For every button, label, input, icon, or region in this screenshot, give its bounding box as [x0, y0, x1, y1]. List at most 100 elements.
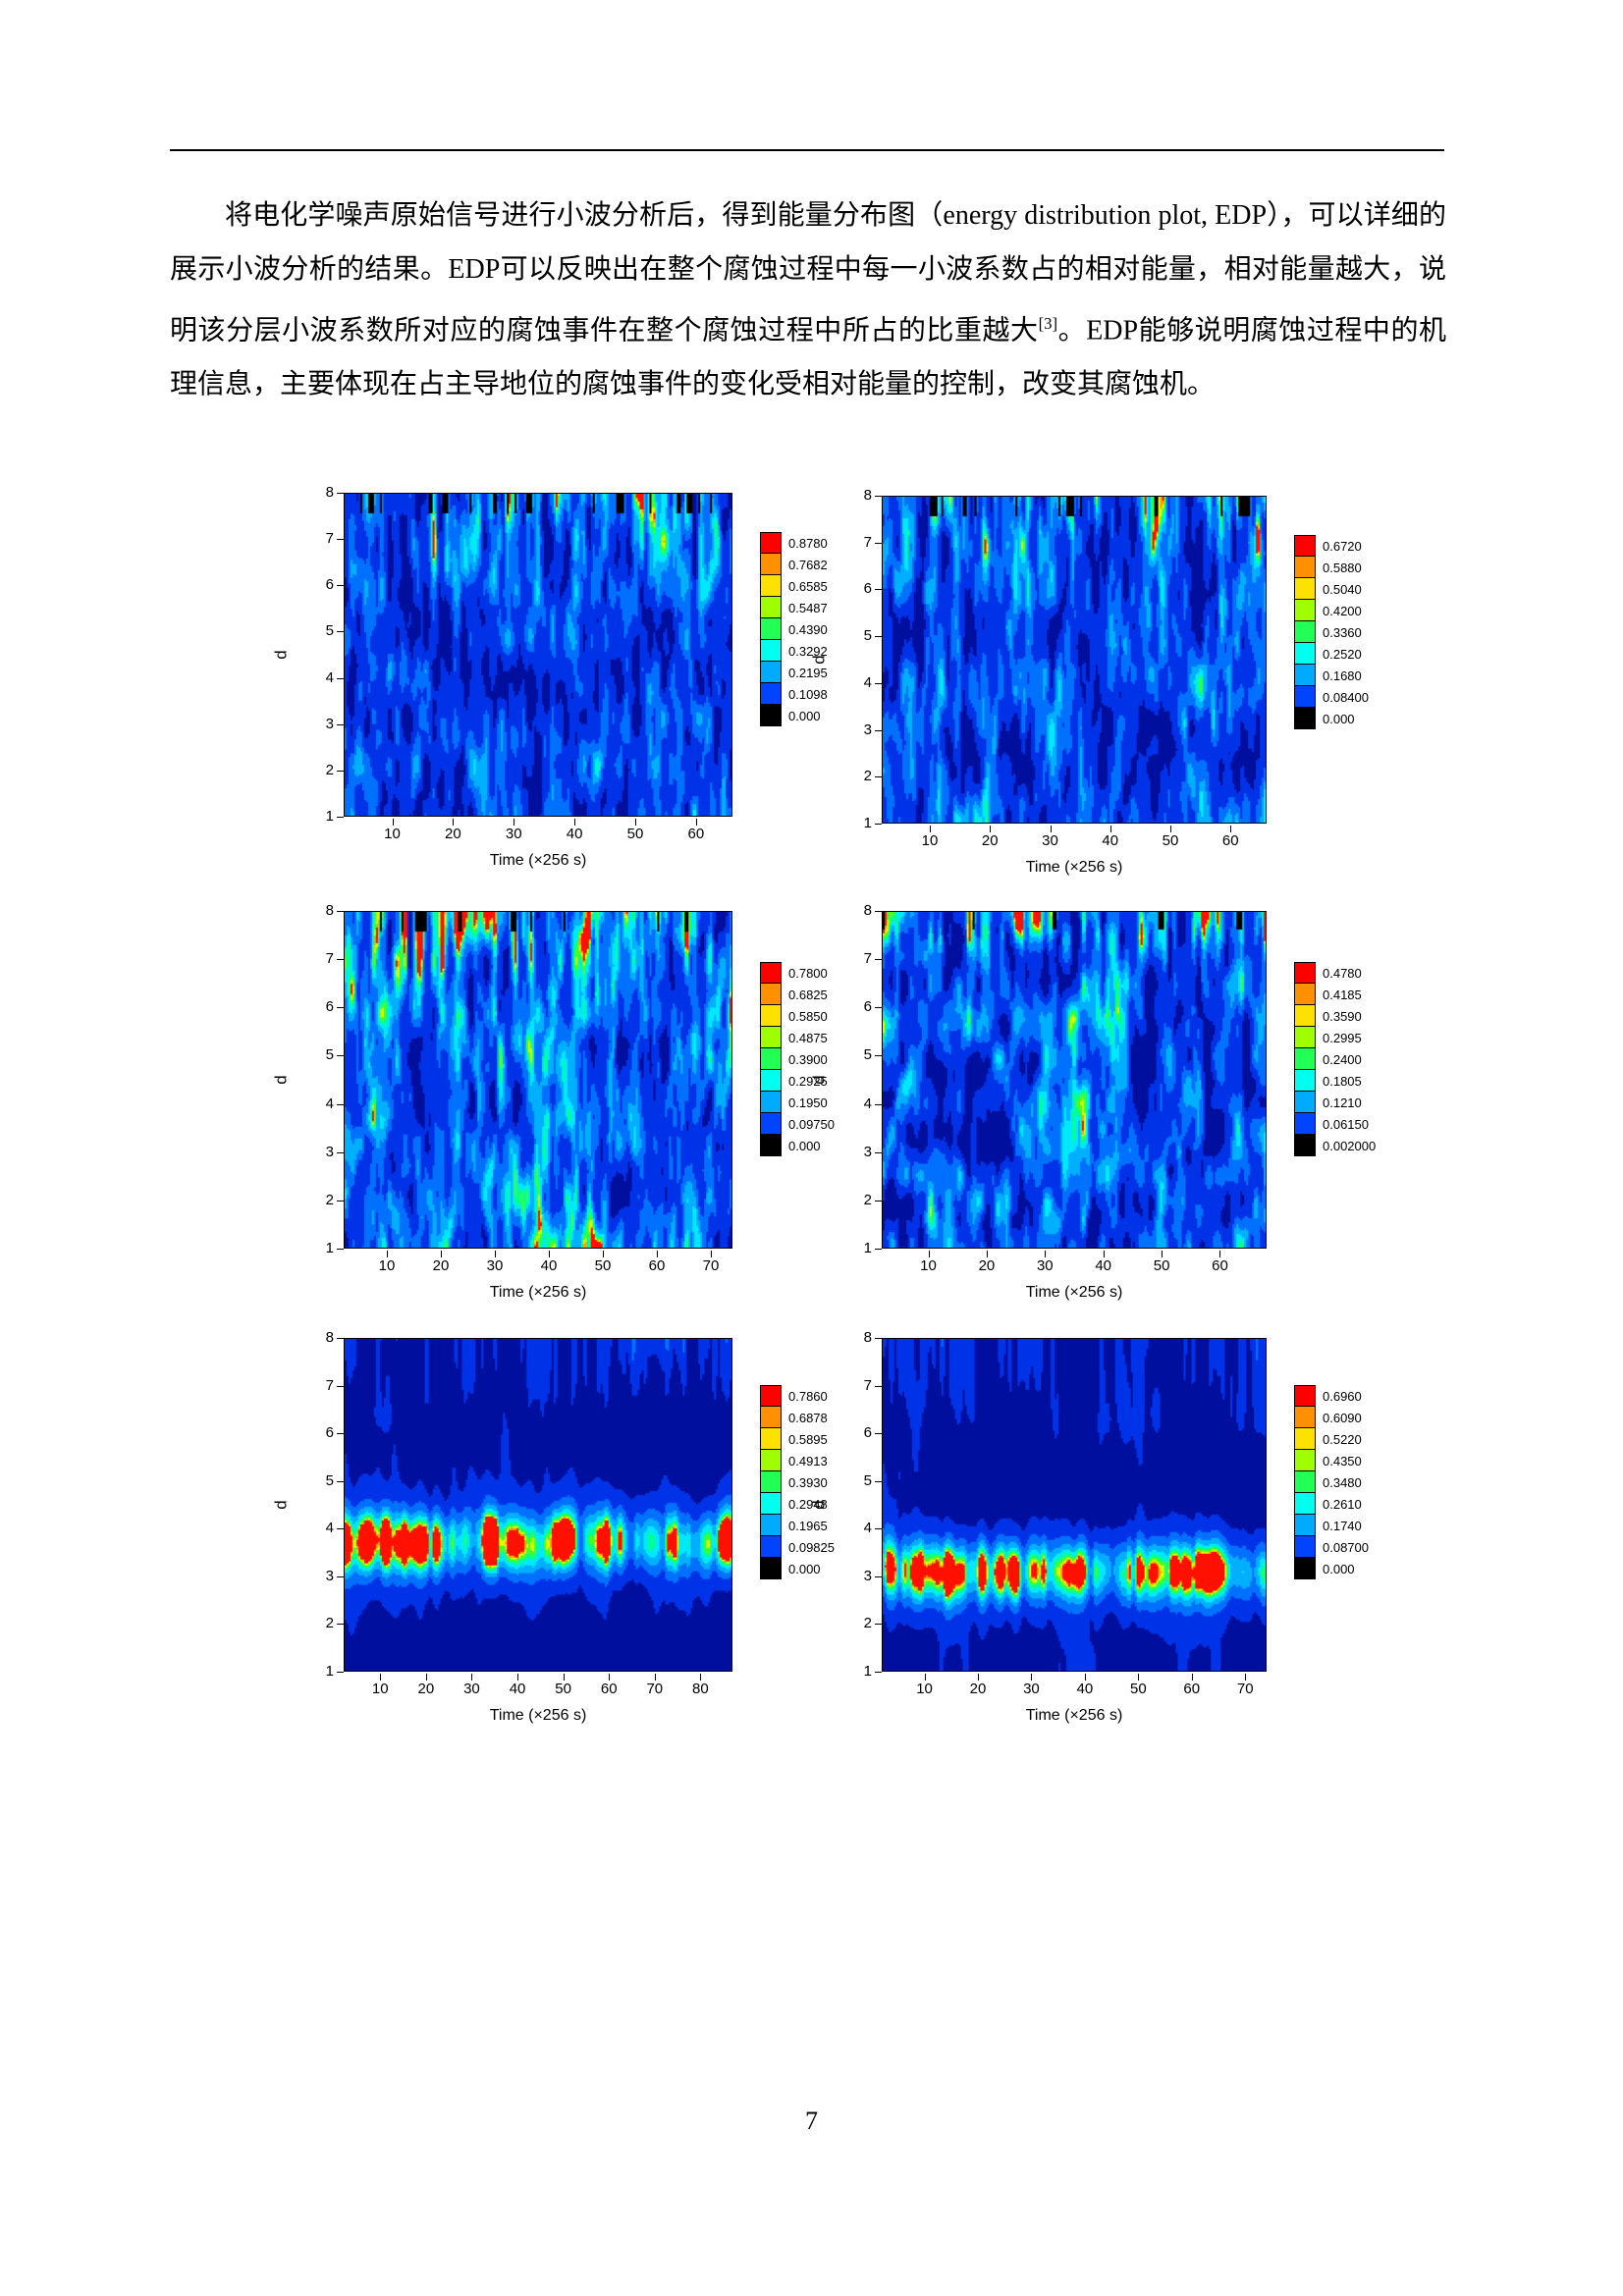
legend-value-label: 0.2995 — [1323, 1030, 1362, 1045]
y-tick-mark — [337, 1249, 344, 1250]
x-tick-mark — [453, 819, 455, 826]
legend-color-swatch — [760, 1048, 782, 1070]
y-tick-label: 6 — [863, 580, 872, 598]
x-tick-label: 10 — [384, 826, 401, 842]
legend-row: 0.5880 — [1294, 557, 1369, 578]
y-tick-mark — [875, 542, 882, 544]
x-tick-label: 50 — [555, 1681, 571, 1697]
legend-row: 0.6585 — [760, 575, 828, 597]
x-tick-label: 60 — [648, 1257, 666, 1274]
y-tick-label: 7 — [863, 1376, 872, 1394]
legend-color-swatch — [760, 1092, 782, 1113]
x-tick-mark — [711, 1251, 712, 1257]
y-tick-mark — [337, 631, 344, 633]
legend-row: 0.6960 — [1294, 1385, 1369, 1407]
y-tick-label: 1 — [863, 1663, 872, 1680]
legend-row: 0.5850 — [760, 1005, 835, 1027]
legend-value-label: 0.1210 — [1323, 1095, 1362, 1110]
edp-plot-4: 8 7 6 5 4 3 2 1 10 20 30 40 50 60 d Time (×256 s) 0.4780… — [810, 902, 1377, 1301]
legend-value-label: 0.6878 — [788, 1410, 828, 1425]
x-tick-label: 30 — [1036, 1257, 1054, 1274]
x-tick-label: 20 — [969, 1681, 987, 1697]
legend-color-swatch — [1294, 1005, 1316, 1027]
x-axis-label: Time (×256 s) — [1025, 1284, 1123, 1301]
y-tick-label: 2 — [863, 768, 872, 785]
y-tick-mark — [337, 959, 344, 961]
y-tick-mark — [337, 911, 344, 912]
legend-row: 0.1740 — [1294, 1515, 1369, 1536]
y-tick-label: 1 — [863, 815, 872, 831]
edp-plot-1: 8 7 6 5 4 3 2 1 10 20 30 40 50 60 d Time (×256 s) 0.8780… — [272, 484, 828, 869]
legend-color-swatch — [760, 984, 782, 1005]
x-axis-label: Time (×256 s) — [489, 1707, 587, 1724]
legend-value-label: 0.3590 — [1323, 1008, 1362, 1024]
legend-row: 0.3930 — [760, 1471, 835, 1493]
legend-row: 0.000 — [1294, 1558, 1369, 1579]
y-axis-label: d — [271, 650, 291, 660]
x-tick-label: 30 — [486, 1257, 504, 1274]
x-tick-mark — [603, 1251, 604, 1257]
legend-value-label: 0.4350 — [1323, 1453, 1362, 1468]
x-tick-mark — [609, 1674, 611, 1681]
legend-row: 0.5487 — [760, 597, 828, 618]
legend-row: 0.1680 — [1294, 665, 1369, 686]
y-tick-mark — [875, 1151, 882, 1153]
legend-row: 0.6720 — [1294, 535, 1369, 557]
x-tick-mark — [387, 1251, 388, 1257]
y-tick-label: 7 — [863, 533, 872, 551]
legend-value-label: 0.8780 — [788, 535, 828, 551]
contour-canvas — [344, 493, 732, 817]
legend-value-label: 0.5487 — [788, 600, 828, 615]
y-tick-label: 7 — [325, 530, 334, 548]
y-tick-mark — [875, 682, 882, 684]
contour-canvas — [882, 496, 1267, 824]
legend-row: 0.000 — [760, 1558, 835, 1579]
legend-value-label: 0.002000 — [1323, 1138, 1377, 1153]
legend-value-label: 0.1098 — [788, 686, 828, 702]
x-tick-mark — [495, 1251, 496, 1257]
legend-row: 0.4350 — [1294, 1450, 1369, 1471]
y-tick-label: 3 — [325, 715, 334, 732]
y-tick-label: 6 — [863, 998, 872, 1016]
y-tick-mark — [337, 539, 344, 541]
citation-superscript: [3] — [1038, 314, 1058, 333]
legend-value-label: 0.4185 — [1323, 987, 1362, 1002]
legend-color-swatch — [1294, 686, 1316, 708]
legend-value-label: 0.5895 — [788, 1431, 828, 1447]
y-tick-label: 8 — [863, 902, 872, 919]
legend-row: 0.4185 — [1294, 984, 1376, 1005]
legend-row: 0.7800 — [760, 962, 835, 984]
legend-value-label: 0.2400 — [1323, 1051, 1362, 1067]
x-tick-mark — [392, 819, 394, 826]
legend-value-label: 0.2195 — [788, 665, 828, 680]
legend-value-label: 0.3480 — [1323, 1474, 1362, 1490]
y-tick-label: 8 — [325, 1329, 334, 1346]
legend-color-swatch — [760, 1428, 782, 1450]
contour-canvas — [882, 911, 1267, 1249]
legend-row: 0.6878 — [760, 1407, 835, 1428]
legend-row: 0.1098 — [760, 683, 828, 705]
y-tick-label: 2 — [325, 1615, 334, 1632]
x-tick-mark — [928, 1251, 930, 1257]
legend-row: 0.4875 — [760, 1027, 835, 1048]
y-tick-mark — [875, 1672, 882, 1673]
legend-row: 0.7860 — [760, 1385, 835, 1407]
y-tick-mark — [875, 496, 882, 497]
x-tick-label: 10 — [371, 1681, 389, 1697]
x-tick-mark — [1084, 1674, 1086, 1681]
legend-value-label: 0.7800 — [788, 965, 828, 981]
legend-color-swatch — [1294, 1450, 1316, 1471]
x-tick-label: 20 — [432, 1257, 450, 1274]
y-tick-mark — [337, 723, 344, 725]
x-tick-mark — [1109, 826, 1111, 832]
y-tick-mark — [337, 1338, 344, 1339]
legend-value-label: 0.09750 — [788, 1116, 835, 1132]
legend-row: 0.06150 — [1294, 1113, 1376, 1135]
legend-row: 0.5895 — [760, 1428, 835, 1450]
legend-row: 0.2400 — [1294, 1048, 1376, 1070]
y-tick-label: 5 — [863, 627, 872, 645]
legend-value-label: 0.000 — [788, 1138, 821, 1153]
y-tick-label: 5 — [325, 1471, 334, 1489]
y-tick-label: 3 — [863, 721, 872, 738]
